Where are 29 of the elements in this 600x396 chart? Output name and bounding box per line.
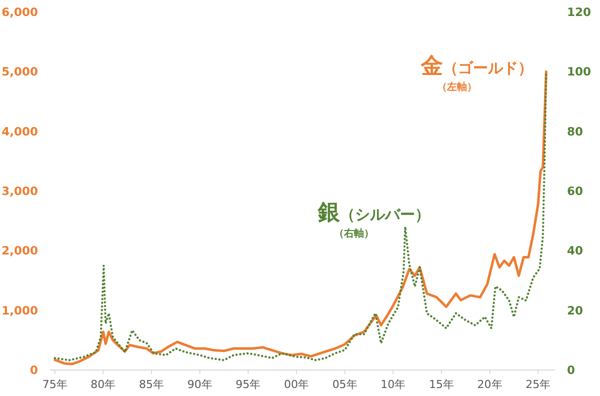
y2-tick-label: 120 bbox=[567, 5, 592, 19]
y-tick-label: 4,000 bbox=[2, 124, 38, 138]
annotation: （左軸） bbox=[437, 80, 477, 93]
x-tick-label: 90年 bbox=[187, 378, 212, 391]
x-tick-label: 95年 bbox=[236, 378, 261, 391]
y-tick-label: 0 bbox=[30, 363, 38, 377]
y-tick-label: 6,000 bbox=[2, 5, 38, 19]
x-tick-label: 20年 bbox=[477, 378, 502, 391]
x-tick-label: 00年 bbox=[284, 378, 309, 391]
y2-tick-label: 40 bbox=[567, 244, 584, 258]
y-tick-label: 2,000 bbox=[2, 244, 38, 258]
y-tick-label: 3,000 bbox=[2, 184, 38, 198]
x-tick-label: 25年 bbox=[526, 378, 551, 391]
y2-tick-label: 20 bbox=[567, 303, 584, 318]
y2-tick-label: 80 bbox=[567, 124, 584, 138]
x-tick-label: 85年 bbox=[139, 378, 164, 391]
y2-tick-label: 100 bbox=[567, 64, 592, 79]
x-tick-label: 15年 bbox=[428, 378, 454, 391]
x-tick-label: 10年 bbox=[380, 378, 406, 391]
series-label: 金（ゴールド） bbox=[420, 54, 533, 79]
y-tick-label: 1,000 bbox=[2, 303, 38, 318]
x-tick-label: 05年 bbox=[332, 378, 358, 391]
x-tick-label: 80年 bbox=[90, 378, 116, 391]
series-label: 銀（シルバー） bbox=[317, 200, 430, 226]
y2-tick-label: 0 bbox=[567, 363, 576, 377]
y2-tick-label: 60 bbox=[567, 184, 584, 198]
x-tick-label: 75年 bbox=[42, 378, 68, 391]
y-tick-label: 5,000 bbox=[2, 64, 38, 79]
annotation: （右軸） bbox=[334, 228, 374, 240]
